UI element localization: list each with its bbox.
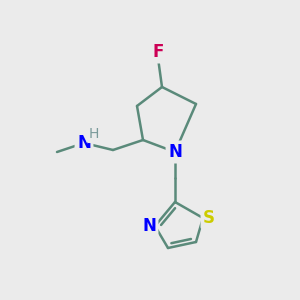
Text: S: S	[203, 209, 215, 227]
Text: N: N	[77, 134, 91, 152]
Text: N: N	[142, 217, 156, 235]
Text: H: H	[89, 127, 99, 141]
Text: F: F	[152, 43, 164, 61]
Text: N: N	[168, 143, 182, 161]
